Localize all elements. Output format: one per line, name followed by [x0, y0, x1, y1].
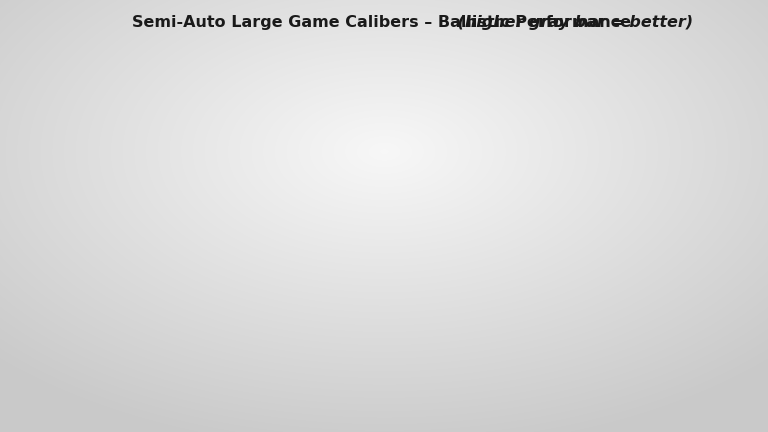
Bar [106, 97, 137, 367]
Text: 260: 260 [490, 333, 512, 343]
Bar [548, 210, 580, 367]
Text: 1,440: 1,440 [410, 138, 444, 148]
Bar [654, 144, 685, 367]
Bar [74, 331, 106, 367]
Text: 1,800: 1,800 [105, 83, 138, 94]
Text: 1,473: 1,473 [242, 133, 275, 143]
Bar [412, 151, 443, 367]
Text: 200: 200 [627, 341, 649, 351]
Bar [274, 132, 306, 367]
Text: 250: 250 [353, 334, 375, 344]
Text: 1,345: 1,345 [516, 152, 549, 162]
Text: 979: 979 [690, 207, 712, 217]
Bar [379, 125, 412, 367]
Bar [485, 328, 517, 367]
Text: 1,566: 1,566 [273, 119, 306, 129]
Text: 240: 240 [79, 336, 101, 346]
Text: 325: 325 [216, 324, 238, 334]
Text: 1,726: 1,726 [137, 95, 170, 105]
Bar [137, 108, 169, 367]
Bar [685, 220, 717, 367]
Bar [211, 318, 243, 367]
Text: 1,611: 1,611 [379, 112, 412, 122]
Bar [348, 330, 379, 367]
Legend: Bullet Weight (grains), Velocity (fps), Muzzle Energy (ft.lbf): Bullet Weight (grains), Velocity (fps), … [187, 412, 604, 431]
Text: 1,044: 1,044 [548, 197, 581, 207]
Text: Semi-Auto Large Game Calibers – Ballistic Performance: Semi-Auto Large Game Calibers – Ballisti… [131, 15, 637, 30]
Bar [622, 337, 654, 367]
Bar [243, 146, 274, 367]
Bar [517, 165, 548, 367]
Text: 1,485: 1,485 [653, 131, 686, 141]
Text: (higher gray bar = better): (higher gray bar = better) [75, 15, 693, 30]
